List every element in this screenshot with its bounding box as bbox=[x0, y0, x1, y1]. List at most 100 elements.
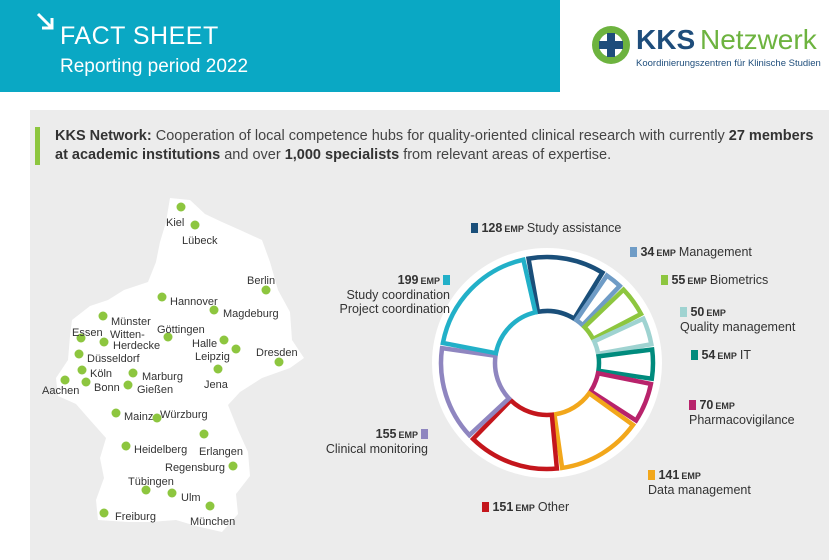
city-dot bbox=[199, 429, 209, 439]
city-dot bbox=[121, 441, 131, 451]
city-label: Tübingen bbox=[128, 476, 174, 488]
legend-swatch bbox=[661, 275, 668, 285]
data-label: 155 EMP Clinical monitoring bbox=[326, 427, 428, 456]
data-label: 34 EMP Management bbox=[630, 245, 752, 260]
value-label: 50 bbox=[690, 305, 705, 319]
city-label: Göttingen bbox=[157, 324, 205, 336]
city-dot bbox=[190, 220, 200, 230]
intro-bold: 1,000 specialists bbox=[284, 147, 400, 163]
arrow-icon bbox=[36, 12, 54, 30]
city-dot bbox=[141, 485, 151, 495]
city-dot bbox=[176, 202, 186, 212]
donut-segment bbox=[551, 390, 637, 471]
city-label: Erlangen bbox=[199, 446, 243, 458]
city-dot bbox=[274, 357, 284, 367]
data-label: 151 EMP Other bbox=[482, 500, 569, 515]
donut-segment bbox=[595, 346, 656, 382]
unit-label: EMP bbox=[706, 308, 726, 318]
category-label: Quality management bbox=[680, 320, 796, 334]
city-dot bbox=[123, 380, 133, 390]
city-label: Leipzig bbox=[195, 351, 230, 363]
intro: KKS Network: Cooperation of local compet… bbox=[35, 127, 815, 165]
city-label: Düsseldorf bbox=[87, 353, 141, 365]
legend-swatch bbox=[421, 429, 428, 439]
category-label: Biometrics bbox=[709, 273, 769, 287]
intro-lead: KKS Network: bbox=[55, 128, 152, 144]
value-label: 34 bbox=[640, 245, 655, 259]
city-dot bbox=[111, 408, 121, 418]
city-label: Jena bbox=[204, 379, 229, 391]
donut-segment bbox=[581, 286, 645, 342]
subtitle: Reporting period 2022 bbox=[60, 56, 249, 77]
city-dot bbox=[152, 413, 162, 423]
city-label: Essen bbox=[72, 327, 103, 339]
city-label: Regensburg bbox=[165, 462, 225, 474]
city-label: Witten- bbox=[110, 329, 145, 341]
logo-text: Netzwerk bbox=[700, 24, 817, 55]
data-label: 199 EMP Study coordination Project coordin… bbox=[340, 273, 450, 316]
city-label: Herdecke bbox=[113, 340, 160, 352]
city-dot bbox=[205, 501, 215, 511]
city-dot bbox=[99, 508, 109, 518]
city-label: Aachen bbox=[42, 385, 79, 397]
unit-label: EMP bbox=[715, 401, 735, 411]
map-germany bbox=[56, 198, 304, 532]
data-label: 141 EMP Data management bbox=[648, 468, 751, 497]
city-label: Heidelberg bbox=[134, 444, 187, 456]
legend-swatch bbox=[443, 275, 450, 285]
city-dot bbox=[209, 305, 219, 315]
city-dot bbox=[99, 337, 109, 347]
city-dot bbox=[74, 349, 84, 359]
legend-swatch bbox=[648, 470, 655, 480]
legend-swatch bbox=[630, 247, 637, 257]
data-label: 128 EMP Study assistance bbox=[471, 221, 621, 236]
title: FACT SHEET bbox=[60, 22, 219, 50]
category-label: Clinical monitoring bbox=[325, 442, 428, 456]
legend-swatch bbox=[482, 502, 489, 512]
city-label: Würzburg bbox=[160, 409, 208, 421]
category-label: Study coordination Project coordination bbox=[339, 288, 450, 316]
city-dot bbox=[128, 368, 138, 378]
logo-tagline: Koordinierungszentren für Klinische Stud… bbox=[636, 58, 821, 69]
city-label: Gießen bbox=[137, 384, 173, 396]
city-label: Berlin bbox=[247, 275, 275, 287]
city-dot bbox=[167, 488, 177, 498]
value-label: 70 bbox=[699, 398, 714, 412]
intro-text: and over bbox=[224, 147, 281, 163]
city-label: Dresden bbox=[256, 347, 298, 359]
unit-label: EMP bbox=[717, 351, 737, 361]
data-label: 55 EMP Biometrics bbox=[661, 273, 768, 288]
city-label: Bonn bbox=[94, 382, 120, 394]
value-label: 155 bbox=[375, 427, 397, 441]
city-label: Magdeburg bbox=[223, 308, 279, 320]
city-label: München bbox=[190, 516, 235, 528]
unit-label: EMP bbox=[656, 248, 676, 258]
unit-label: EMP bbox=[681, 471, 701, 481]
unit-label: EMP bbox=[398, 430, 418, 440]
city-dot bbox=[163, 332, 173, 342]
intro-text: Cooperation of local competence hubs for… bbox=[155, 128, 725, 144]
city-label: Lübeck bbox=[182, 235, 218, 247]
value-label: 54 bbox=[701, 348, 716, 362]
data-label: 70 EMP Pharmacovigilance bbox=[689, 398, 795, 427]
city-dot bbox=[219, 335, 229, 345]
value-label: 55 bbox=[671, 273, 686, 287]
legend-swatch bbox=[680, 307, 687, 317]
legend-swatch bbox=[691, 350, 698, 360]
logo-text: KKS bbox=[636, 24, 696, 55]
donut-segment bbox=[440, 256, 539, 356]
intro-bold: 27 members at academic institutions bbox=[55, 128, 814, 163]
city-label: Köln bbox=[90, 368, 112, 380]
legend-swatch bbox=[471, 223, 478, 233]
unit-label: EMP bbox=[504, 224, 524, 234]
donut-segment bbox=[587, 370, 654, 424]
city-label: Halle bbox=[192, 338, 217, 350]
value-label: 199 bbox=[397, 273, 419, 287]
city-dot bbox=[261, 285, 271, 295]
donut-segment bbox=[525, 254, 606, 322]
category-label: Data management bbox=[648, 483, 751, 497]
data-label: 54 EMP IT bbox=[691, 348, 751, 363]
city-label: Münster bbox=[111, 316, 151, 328]
logo: KKS Netzwerk Koordinierungszentren für K… bbox=[588, 20, 828, 80]
